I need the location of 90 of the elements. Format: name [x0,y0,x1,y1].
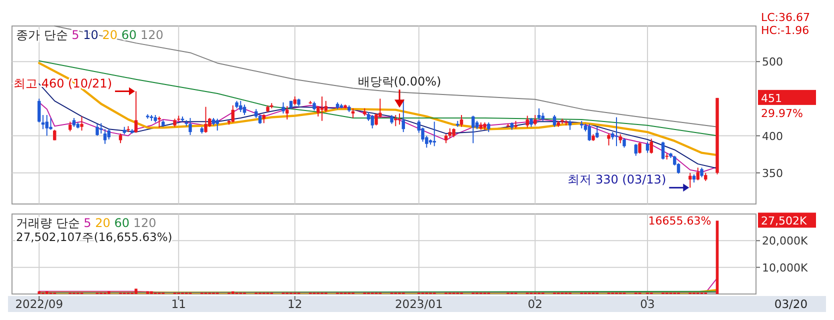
candlestick [534,114,537,126]
line-series [38,102,718,173]
candlestick [472,115,475,144]
x-tick-label: 2023/01 [394,297,443,311]
candlestick [696,167,700,181]
candlestick [398,113,402,126]
candlestick [448,128,452,138]
series-label: 120 [140,28,164,42]
candlestick [239,100,242,113]
candlestick [402,98,405,133]
y-tick-label: 400 [762,130,783,143]
text: 60 [114,216,134,230]
text: 03/20 [774,297,808,311]
x-tick-label: 2022/09 [15,297,64,311]
text: 451 [761,92,782,105]
text: 5 [72,28,84,42]
candlestick [231,104,234,123]
candlestick [622,137,626,148]
candlestick [394,114,398,127]
candlestick [103,128,107,144]
candlestick [107,128,110,140]
text: 120 [133,216,156,230]
candlestick [282,102,285,114]
x-tick-label: 02 [528,297,542,311]
candlestick [320,96,324,122]
bar [716,220,719,294]
candlestick [188,117,192,136]
candlestick [614,116,618,147]
line-series [38,60,718,136]
candlestick [324,100,328,113]
candlestick [487,122,490,133]
candlestick [204,106,208,134]
x-tick-label: 03 [640,297,655,311]
candlestick [316,106,320,117]
bar [150,291,153,294]
candlestick [596,126,599,138]
candlestick [118,133,122,144]
legend-title: 거래량 단순 [16,216,84,230]
text: 29.97% [761,106,803,120]
bar [107,291,110,294]
bar [45,291,48,294]
candlestick [432,121,436,147]
candlestick [634,143,638,156]
legend-title: 종가 단순 [16,28,72,42]
candlestick [158,116,161,128]
candlestick [370,114,374,129]
candlestick [216,118,219,132]
x-tick-label: 11 [171,297,186,311]
candlestick [100,122,103,134]
candlestick [134,90,138,134]
line-series [38,62,718,156]
text: 20 [102,28,122,42]
candlestick [80,116,84,132]
y-tick-label: 10,000K [762,261,808,274]
bar [231,291,234,294]
x-tick-label: 12 [288,297,302,311]
candlestick [700,167,704,178]
annotation: 배당락(0.00%) [358,74,442,89]
annotation: 27,502,107주(16,655.63%) [16,230,172,244]
annotation: 최저 330 (03/13) [568,172,666,187]
candlestick [460,114,464,128]
candlestick [96,123,99,136]
y-tick-label: 500 [762,56,783,69]
text: LC:36.67 [761,11,810,24]
text: 20 [95,216,114,230]
candlestick [646,141,650,154]
y-tick-label: 350 [762,166,783,180]
candlestick [38,98,41,123]
text: 5 [84,216,96,230]
candlestick [588,123,591,142]
annotation: 16655.63% [648,214,712,228]
candlestick [68,121,72,132]
candlestick [242,104,246,116]
candlestick [650,138,653,154]
candlestick [661,141,665,160]
candlestick [568,120,572,130]
text: HC:-1.96 [761,24,810,37]
candlestick [45,114,48,136]
bar [134,288,138,294]
text: 27,502K [761,214,808,228]
text: 60 [121,28,140,42]
text: 10 [83,28,102,42]
candlestick [607,133,610,146]
candlestick [638,142,642,154]
bar [146,291,150,294]
candlestick [526,115,529,128]
y-tick-label: 20,000K [762,234,808,248]
candlestick [552,114,556,128]
bar [38,291,41,294]
candlestick [537,108,541,120]
